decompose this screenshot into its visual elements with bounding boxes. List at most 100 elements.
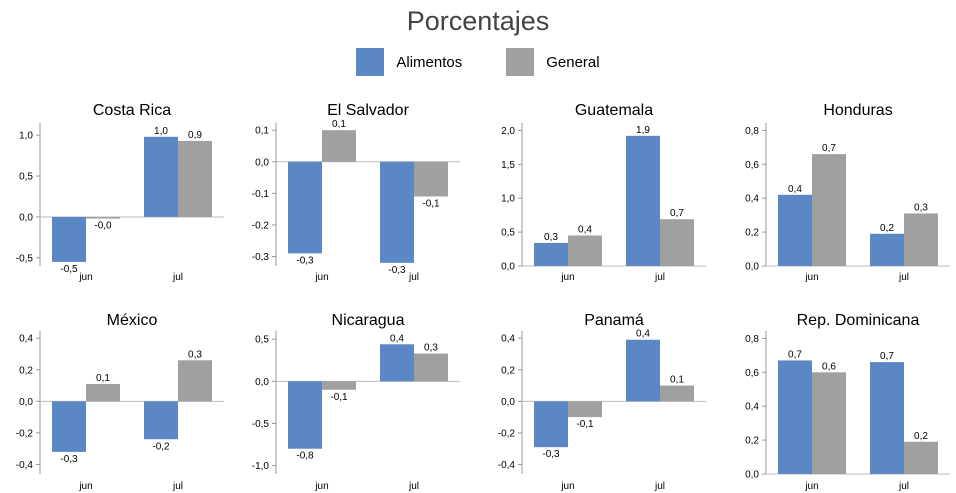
x-tick-label: jul xyxy=(408,272,419,283)
y-tick-label: 0,2 xyxy=(745,436,759,447)
bar-alimentos-jul xyxy=(626,339,660,402)
bar-general-jul xyxy=(904,441,938,474)
bar-alimentos-jun xyxy=(288,381,322,449)
bar-general-jul xyxy=(178,360,212,402)
y-tick-label: -0,4 xyxy=(16,460,34,471)
x-tick-label: jun xyxy=(804,272,818,283)
bar-alimentos-jul xyxy=(870,362,904,474)
x-tick-label: jul xyxy=(172,481,183,492)
legend-swatch-alimentos xyxy=(356,48,385,76)
data-label: 0,7 xyxy=(822,143,836,154)
x-tick-label: jun xyxy=(78,272,92,283)
legend-swatch-general xyxy=(506,48,535,76)
bar-general-jul xyxy=(414,353,448,382)
chart-title-rep-dominicana: Rep. Dominicana xyxy=(797,312,920,329)
data-label: -0,1 xyxy=(422,199,440,210)
bar-general-jun xyxy=(812,372,846,474)
y-tick-label: 0,4 xyxy=(19,334,33,345)
x-tick-label: jul xyxy=(172,272,183,283)
main-title: Porcentajes xyxy=(406,6,550,36)
y-tick-label: -0,5 xyxy=(16,253,34,264)
bar-general-jun xyxy=(568,235,602,266)
bar-alimentos-jun xyxy=(52,216,86,262)
y-tick-label: 1,5 xyxy=(501,160,515,171)
data-label: -0,8 xyxy=(296,451,314,462)
y-tick-label: 0,8 xyxy=(745,334,759,345)
y-tick-label: 1,0 xyxy=(19,131,33,142)
bar-general-jun xyxy=(568,401,602,418)
data-label: -0,3 xyxy=(60,454,78,465)
x-tick-label: jun xyxy=(314,272,328,283)
y-tick-label: 0,2 xyxy=(501,365,515,376)
y-tick-label: -0,2 xyxy=(252,220,270,231)
y-tick-label: 0,1 xyxy=(255,126,269,137)
x-tick-label: jun xyxy=(560,481,574,492)
data-label: 0,1 xyxy=(332,119,346,130)
y-tick-label: 0,0 xyxy=(255,377,269,388)
x-tick-label: jul xyxy=(898,481,909,492)
data-label: 0,2 xyxy=(880,223,894,234)
data-label: 0,3 xyxy=(424,343,438,354)
x-tick-label: jun xyxy=(560,272,574,283)
legend: Alimentos General xyxy=(0,48,956,76)
y-tick-label: 2,0 xyxy=(501,126,515,137)
bar-general-jul xyxy=(660,385,694,402)
y-tick-label: 0,6 xyxy=(745,160,759,171)
y-tick-label: 0,4 xyxy=(745,194,759,205)
data-label: 0,3 xyxy=(914,202,928,213)
y-tick-label: 0,0 xyxy=(501,397,515,408)
data-label: 0,3 xyxy=(188,349,202,360)
bar-alimentos-jun xyxy=(534,242,568,266)
y-tick-label: 0,0 xyxy=(19,212,33,223)
bar-alimentos-jun xyxy=(288,161,322,254)
y-tick-label: -0,5 xyxy=(252,419,270,430)
data-label: -0,1 xyxy=(330,392,348,403)
chart-title-panam-: Panamá xyxy=(584,312,644,329)
y-tick-label: 0,0 xyxy=(501,262,515,273)
y-tick-label: 0,4 xyxy=(745,402,759,413)
data-label: 0,2 xyxy=(914,431,928,442)
x-tick-label: jul xyxy=(654,272,665,283)
x-tick-label: jul xyxy=(654,481,665,492)
chart-title-honduras: Honduras xyxy=(823,102,892,119)
y-tick-label: 0,6 xyxy=(745,368,759,379)
x-tick-label: jul xyxy=(898,272,909,283)
data-label: -0,5 xyxy=(60,264,78,275)
bar-alimentos-jun xyxy=(534,401,568,448)
bar-general-jul xyxy=(178,140,212,217)
bar-alimentos-jul xyxy=(144,136,178,217)
data-label: -0,3 xyxy=(388,265,406,276)
data-label: 0,9 xyxy=(188,130,202,141)
chart-title-m-xico: México xyxy=(107,312,158,329)
chart-title-el-salvador: El Salvador xyxy=(327,102,409,119)
bar-alimentos-jul xyxy=(626,135,660,266)
data-label: 0,6 xyxy=(822,361,836,372)
bar-alimentos-jul xyxy=(144,401,178,440)
bar-general-jul xyxy=(904,213,938,266)
y-tick-label: 0,0 xyxy=(255,157,269,168)
bar-general-jun xyxy=(86,383,120,402)
y-tick-label: 0,0 xyxy=(745,262,759,273)
bar-alimentos-jul xyxy=(380,161,414,263)
y-tick-label: 1,0 xyxy=(501,194,515,205)
data-label: -0,0 xyxy=(94,221,112,232)
bar-general-jun xyxy=(322,130,356,162)
y-tick-label: -0,1 xyxy=(252,189,270,200)
y-tick-label: 0,4 xyxy=(501,334,515,345)
data-label: 0,4 xyxy=(788,184,802,195)
bar-general-jul xyxy=(414,161,448,197)
y-tick-label: 0,0 xyxy=(745,470,759,481)
chart-title-guatemala: Guatemala xyxy=(575,102,653,119)
data-label: 1,9 xyxy=(636,125,650,136)
chart-title-costa-rica: Costa Rica xyxy=(93,102,171,119)
x-tick-label: jun xyxy=(804,481,818,492)
x-tick-label: jul xyxy=(408,481,419,492)
data-label: 0,7 xyxy=(880,351,894,362)
y-tick-label: 0,5 xyxy=(255,335,269,346)
y-tick-label: 0,5 xyxy=(501,228,515,239)
data-label: -0,1 xyxy=(576,419,594,430)
bar-general-jun xyxy=(322,381,356,390)
data-label: 0,1 xyxy=(96,373,110,384)
chart-title-nicaragua: Nicaragua xyxy=(332,312,405,329)
